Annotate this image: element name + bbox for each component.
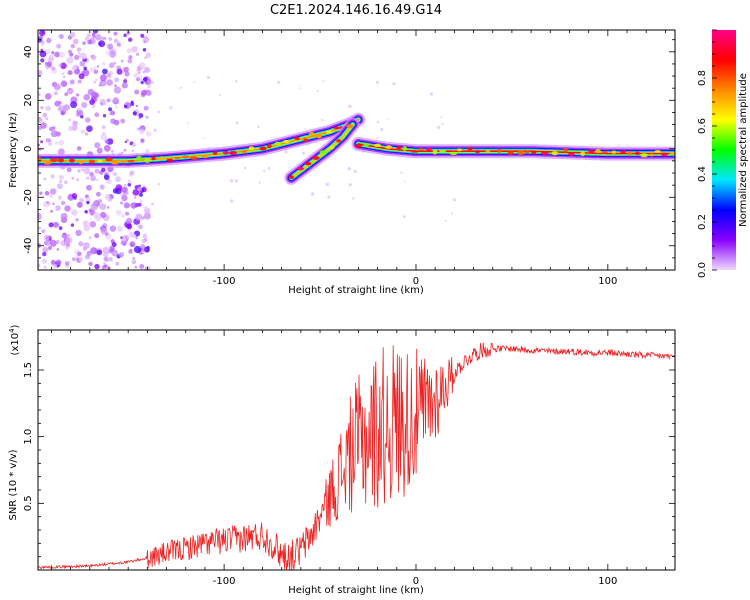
spectrogram-y-tick-label: 20 [23,94,34,107]
colorbar-ticks [712,29,717,271]
snr-multiplier-close: ) [10,324,21,328]
snr-x-axis-label: Height of straight line (km) [288,585,424,596]
snr-x-tick-labels: -100 0 100 [213,576,618,587]
spectrogram-x-tick-label: 100 [598,276,617,287]
colorbar-tick-label: 0.4 [697,166,708,182]
colorbar-tick-labels: 0.0 0.2 0.4 0.6 0.8 [697,70,708,278]
spectrogram-frame [37,29,676,271]
colorbar-tick-label: 0.8 [697,70,708,86]
snr-panel: -100 0 100 0.5 1.0 1.5 Height of straight li… [8,324,676,596]
snr-x-tick-label: 0 [413,576,419,587]
spectrogram-y-tick-labels: -40 -20 0 20 40 [23,45,34,253]
snr-x-tick-label: 100 [598,576,617,587]
snr-multiplier-label: (x104) [8,324,21,355]
snr-series-line [38,342,675,570]
colorbar-tick-label: 0.2 [697,214,708,230]
spectrogram-y-tick-label: 0 [23,146,34,152]
colorbar-tick-label: 0.0 [697,262,708,278]
snr-y-axis-label: SNR (10 * v/v) [8,449,19,520]
snr-y-tick-label: 1.0 [23,429,34,445]
spectrogram-x-tick-label: 0 [413,276,419,287]
spectrogram-ridge-0 [38,112,366,168]
colorbar-label: Normalized spectral amplitude [738,73,749,227]
colorbar: 0.0 0.2 0.4 0.6 0.8 Normalized spectral ampl… [697,29,749,278]
colorbar-scale [712,30,736,270]
spectrogram-ticks [38,30,675,271]
colorbar-tick-label: 0.6 [697,118,708,134]
spectrogram-ridge-layer [38,112,675,185]
spectrogram-x-tick-labels: -100 0 100 [213,276,618,287]
snr-x-tick-label: -100 [213,576,236,587]
snr-y-tick-labels: 0.5 1.0 1.5 [23,362,34,511]
spectrogram-y-tick-label: -20 [23,189,34,205]
figure-title: C2E1.2024.146.16.49.G14 [270,3,442,18]
snr-y-tick-label: 0.5 [23,495,34,511]
snr-multiplier-exponent: 4 [8,328,16,333]
spectrogram-x-axis-label: Height of straight line (km) [288,285,424,296]
spectrogram-ridge-2 [351,136,675,161]
spectrogram-ridge-1 [284,117,360,185]
spectrogram-y-tick-label: 40 [23,45,34,58]
spectrogram-y-axis-label: Frequency (Hz) [8,112,19,188]
spectrogram-x-tick-label: -100 [213,276,236,287]
snr-frame [37,329,676,571]
spectrogram-y-tick-label: -40 [23,238,34,254]
snr-ticks [38,329,675,571]
snr-multiplier-base: (x10 [10,333,21,356]
spectrogram-panel: -100 0 100 -40 -20 0 20 40 Height of straight … [8,29,676,296]
snr-y-tick-label: 1.5 [23,362,34,378]
